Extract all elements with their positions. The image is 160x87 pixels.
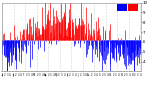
FancyBboxPatch shape [117, 4, 127, 11]
FancyBboxPatch shape [128, 4, 138, 11]
